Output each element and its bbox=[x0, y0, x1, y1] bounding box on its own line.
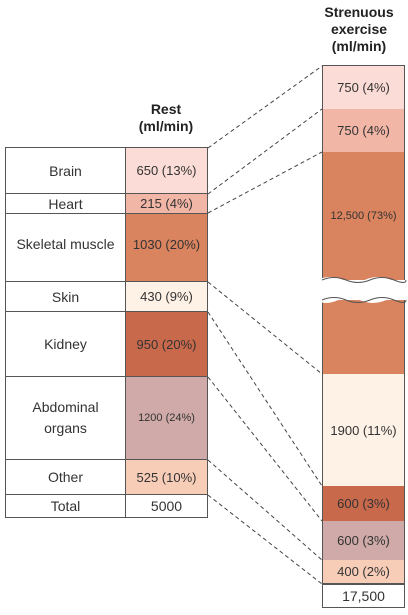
connector-line bbox=[207, 65, 323, 149]
rest-value-skeletal-muscle: 1030 (20%) bbox=[125, 213, 208, 282]
exercise-header-line-3: (ml/min) bbox=[331, 38, 387, 54]
rest-total-value: 5000 bbox=[125, 494, 208, 518]
exercise-value-kidney: 600 (3%) bbox=[322, 486, 405, 521]
rest-value-heart: 215 (4%) bbox=[125, 193, 208, 214]
rest-value-abdominal-organs: 1200 (24%) bbox=[125, 376, 208, 460]
exercise-value-skin: 1900 (11%) bbox=[322, 374, 405, 486]
label-other: Other bbox=[5, 459, 126, 495]
rest-value-other: 525 (10%) bbox=[125, 459, 208, 495]
connector-line bbox=[207, 151, 323, 214]
exercise-skeletal-muscle-lower bbox=[322, 300, 405, 374]
label-skeletal-muscle: Skeletal muscle bbox=[5, 213, 126, 282]
connector-line bbox=[207, 459, 323, 561]
exercise-value-heart: 750 (4%) bbox=[322, 109, 405, 152]
exercise-header-line-2: exercise bbox=[330, 21, 388, 37]
exercise-value-other: 400 (2%) bbox=[322, 560, 405, 584]
rest-header-line-2: (ml/min) bbox=[138, 118, 194, 134]
connector-line bbox=[207, 311, 323, 487]
exercise-value-skeletal-muscle: 12,500 (73%) bbox=[322, 152, 405, 280]
label-kidney: Kidney bbox=[5, 311, 126, 377]
label-abdominal-organs: Abdominal organs bbox=[5, 376, 126, 460]
exercise-header: Strenuous exercise (ml/min) bbox=[310, 4, 408, 55]
connector-line bbox=[207, 376, 323, 522]
connector-line bbox=[207, 108, 323, 195]
exercise-value-brain: 750 (4%) bbox=[322, 65, 405, 109]
label-skin: Skin bbox=[5, 281, 126, 312]
exercise-header-line-1: Strenuous bbox=[324, 4, 394, 20]
rest-header: Rest (ml/min) bbox=[118, 101, 214, 135]
exercise-value-abdominal-organs: 600 (3%) bbox=[322, 521, 405, 560]
rest-header-line-1: Rest bbox=[150, 101, 182, 117]
rest-value-skin: 430 (9%) bbox=[125, 281, 208, 312]
rest-value-kidney: 950 (20%) bbox=[125, 311, 208, 377]
connector-line bbox=[207, 281, 323, 375]
connector-line bbox=[207, 494, 323, 585]
exercise-total-value: 17,500 bbox=[322, 584, 405, 608]
axis-break-icon bbox=[318, 277, 408, 303]
label-brain: Brain bbox=[5, 147, 126, 194]
